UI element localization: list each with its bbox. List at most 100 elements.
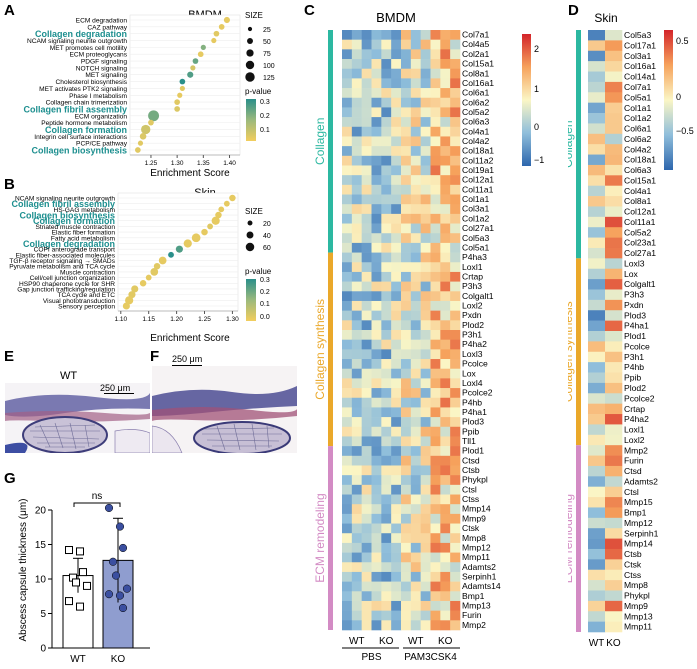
heatmap-cell	[361, 165, 372, 176]
row-label: Plod2	[624, 383, 646, 393]
data-point	[141, 124, 151, 135]
heatmap-cell	[351, 97, 362, 108]
panel-g-letter: G	[4, 470, 16, 487]
heatmap-cell	[361, 562, 372, 573]
heatmap-cell	[371, 620, 382, 631]
row-label: Ppib	[462, 426, 479, 436]
row-label: Bmp1	[624, 508, 647, 518]
row-label: Col14a1	[624, 72, 656, 82]
heatmap-cell	[410, 49, 421, 60]
column-group-label: KO	[379, 636, 394, 647]
row-label: Ctsl	[462, 484, 477, 494]
heatmap-cell	[430, 107, 441, 118]
heatmap-cell	[342, 300, 353, 311]
heatmap-cell	[361, 407, 372, 418]
heatmap-cell	[342, 475, 353, 486]
heatmap-cell	[588, 92, 606, 103]
section-label-remodeling: ECM remodeling	[313, 493, 327, 582]
heatmap-cell	[410, 542, 421, 553]
heatmap-cell	[401, 330, 412, 340]
row-label: Colgalt1	[462, 291, 494, 301]
size-legend-label: 125	[263, 75, 275, 82]
heatmap-cell	[588, 237, 606, 249]
heatmap-cell	[342, 504, 353, 515]
heatmap-cell	[391, 359, 402, 370]
heatmap-cell	[381, 591, 392, 602]
heatmap-cell	[420, 320, 431, 331]
panel-g-barchart: Abscess capsule thickness (μm) 05101520 …	[18, 491, 150, 665]
heatmap-cell	[440, 610, 451, 621]
heatmap-cell	[361, 446, 372, 457]
heatmap-cell	[410, 397, 421, 408]
heatmap-cell	[588, 123, 606, 135]
row-label: Col23a1	[624, 238, 656, 248]
size-legend-circle	[246, 49, 254, 57]
heatmap-cell	[371, 562, 382, 573]
heatmap-cell	[351, 252, 362, 263]
heatmap-cell	[430, 184, 441, 195]
heatmap-cell	[420, 59, 431, 70]
row-label: Colgalt1	[624, 279, 656, 289]
heatmap-cell	[410, 300, 421, 311]
row-label: Ctsb	[462, 465, 480, 475]
heatmap-cell	[401, 213, 412, 224]
x-tick-label: 1.35	[197, 160, 210, 167]
heatmap-cell	[588, 196, 606, 207]
heatmap-cell	[342, 368, 353, 379]
heatmap-cell	[351, 436, 362, 447]
heatmap-cell	[342, 271, 353, 282]
heatmap-cell	[381, 184, 392, 195]
category-label: TCA cycle and ETC	[57, 292, 115, 299]
data-point	[83, 581, 91, 590]
heatmap-cell	[410, 107, 421, 118]
heatmap-cell	[450, 620, 461, 631]
heatmap-cell	[401, 49, 412, 60]
section-bar-remodeling	[576, 445, 581, 632]
heatmap-cell	[440, 475, 451, 486]
heatmap-cell	[588, 393, 606, 404]
heatmap-cell	[371, 368, 382, 379]
section-label-collagen: Collagen	[568, 120, 575, 167]
data-point	[65, 546, 73, 555]
heatmap-cell	[351, 504, 362, 515]
heatmap-cell	[588, 621, 606, 633]
heatmap-cell	[440, 378, 451, 389]
heatmap-cell	[430, 175, 441, 186]
column-group-label: KO	[606, 638, 621, 649]
data-point	[145, 274, 152, 281]
heatmap-cell	[351, 407, 362, 418]
heatmap-cell	[381, 504, 392, 515]
row-label: Mmp2	[624, 445, 648, 455]
heatmap-cell	[351, 320, 362, 331]
panel-f-scale-bar	[172, 365, 202, 366]
heatmap-cell	[450, 581, 461, 592]
heatmap-cell	[351, 349, 362, 360]
heatmap-cell	[605, 414, 623, 425]
heatmap-cell	[430, 378, 441, 389]
heatmap-cell	[361, 359, 372, 370]
x-tick-label: 1.40	[223, 160, 236, 167]
category-label: Elastic fiber-associated molecules	[16, 252, 116, 259]
data-point	[211, 216, 220, 225]
y-tick-label: 15	[35, 540, 47, 551]
heatmap-cell	[361, 533, 372, 544]
heatmap-cell	[361, 242, 372, 253]
heatmap-cell	[440, 397, 451, 408]
heatmap-cell	[361, 455, 372, 466]
data-point	[150, 268, 159, 276]
row-label: Col27a1	[624, 248, 656, 258]
heatmap-cell	[410, 591, 421, 602]
heatmap-cell	[450, 271, 461, 282]
row-label: Col4a2	[462, 136, 489, 146]
heatmap-cell	[440, 213, 451, 224]
row-label: Lox	[624, 269, 639, 279]
heatmap-cell	[342, 184, 353, 195]
heatmap-cell	[410, 523, 421, 534]
heatmap-cell	[450, 175, 461, 186]
heatmap-cell	[391, 494, 402, 505]
heatmap-cell	[351, 175, 362, 186]
heatmap-cell	[381, 68, 392, 79]
heatmap-cell	[430, 504, 441, 515]
heatmap-cell	[605, 113, 623, 124]
heatmap-cell	[381, 378, 392, 389]
